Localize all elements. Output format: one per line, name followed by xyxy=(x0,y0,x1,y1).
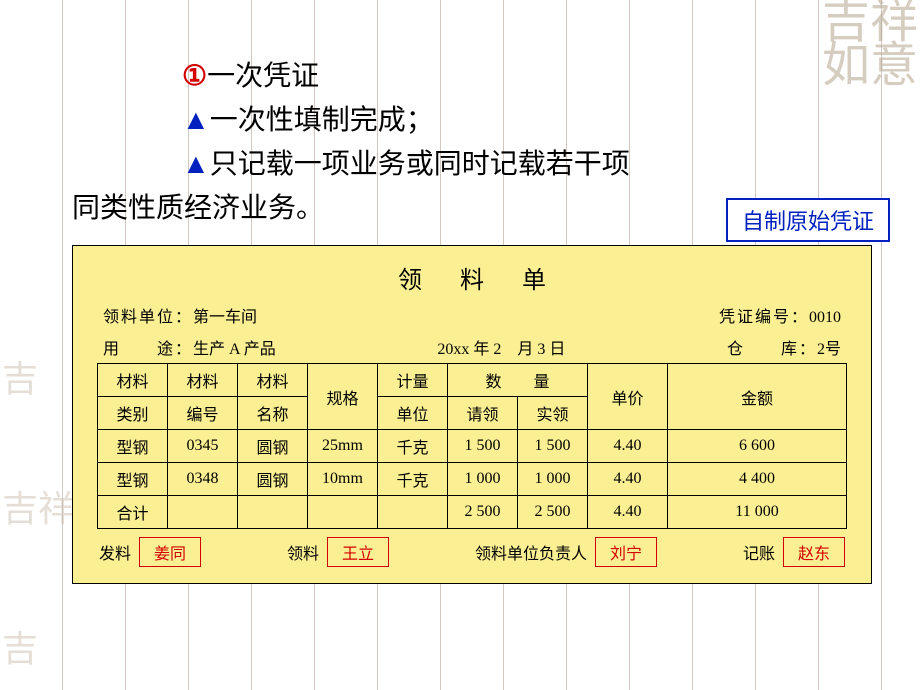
voucher-form: 领料单 领料单位：第一车间 凭证编号：0010 用 途：生产 A 产品 20xx… xyxy=(72,245,872,584)
issuer-label: 发料 xyxy=(99,540,131,564)
col-category2: 类别 xyxy=(98,397,168,430)
manager-sig: 刘宁 xyxy=(595,537,657,567)
form-title: 领料单 xyxy=(97,260,847,295)
account-sig: 赵东 xyxy=(783,537,845,567)
bullet-triangle: ▲ xyxy=(182,105,210,136)
col-code: 材料 xyxy=(168,364,238,397)
heading-line3a: 只记载一项业务或同时记载若干项 xyxy=(210,149,630,180)
voucher-category-label: 自制原始凭证 xyxy=(726,198,890,242)
col-req: 请领 xyxy=(448,397,518,430)
col-qty: 数 量 xyxy=(448,364,588,397)
meta-use: 用 途：生产 A 产品 xyxy=(103,335,276,359)
picker-sig: 王立 xyxy=(327,537,389,567)
meta-unit: 领料单位：第一车间 xyxy=(103,303,257,327)
meta-warehouse: 仓 库：2号 xyxy=(727,335,841,359)
col-unit: 计量 xyxy=(378,364,448,397)
col-amount: 金额 xyxy=(668,364,847,430)
signature-row: 发料姜同 领料王立 领料单位负责人刘宁 记账赵东 xyxy=(97,537,847,567)
circled-number: ① xyxy=(182,61,207,92)
table-row: 型钢0348圆钢10mm千克1 0001 0004.404 400 xyxy=(98,463,847,496)
col-unit2: 单位 xyxy=(378,397,448,430)
material-table: 材料 材料 材料 规格 计量 数 量 单价 金额 类别 编号 名称 单位 请领 … xyxy=(97,363,847,529)
col-act: 实领 xyxy=(518,397,588,430)
bullet-triangle: ▲ xyxy=(182,149,210,180)
heading-line1: 一次凭证 xyxy=(207,61,319,92)
watermark-decor: 吉 xyxy=(2,620,38,672)
picker-label: 领料 xyxy=(287,540,319,564)
account-label: 记账 xyxy=(743,540,775,564)
col-name2: 名称 xyxy=(238,397,308,430)
table-row: 合计2 5002 5004.4011 000 xyxy=(98,496,847,529)
col-category: 材料 xyxy=(98,364,168,397)
meta-no: 凭证编号：0010 xyxy=(719,303,841,327)
watermark-decor: 吉祥 xyxy=(2,480,74,532)
heading-line2: 一次性填制完成； xyxy=(210,105,434,136)
col-price: 单价 xyxy=(588,364,668,430)
watermark-decor: 吉 xyxy=(2,350,38,402)
col-code2: 编号 xyxy=(168,397,238,430)
issuer-sig: 姜同 xyxy=(139,537,201,567)
manager-label: 领料单位负责人 xyxy=(475,540,587,564)
col-name: 材料 xyxy=(238,364,308,397)
table-row: 型钢0345圆钢25mm千克1 5001 5004.406 600 xyxy=(98,430,847,463)
meta-date: 20xx 年 2 月 3 日 xyxy=(437,335,565,359)
col-spec: 规格 xyxy=(308,364,378,430)
